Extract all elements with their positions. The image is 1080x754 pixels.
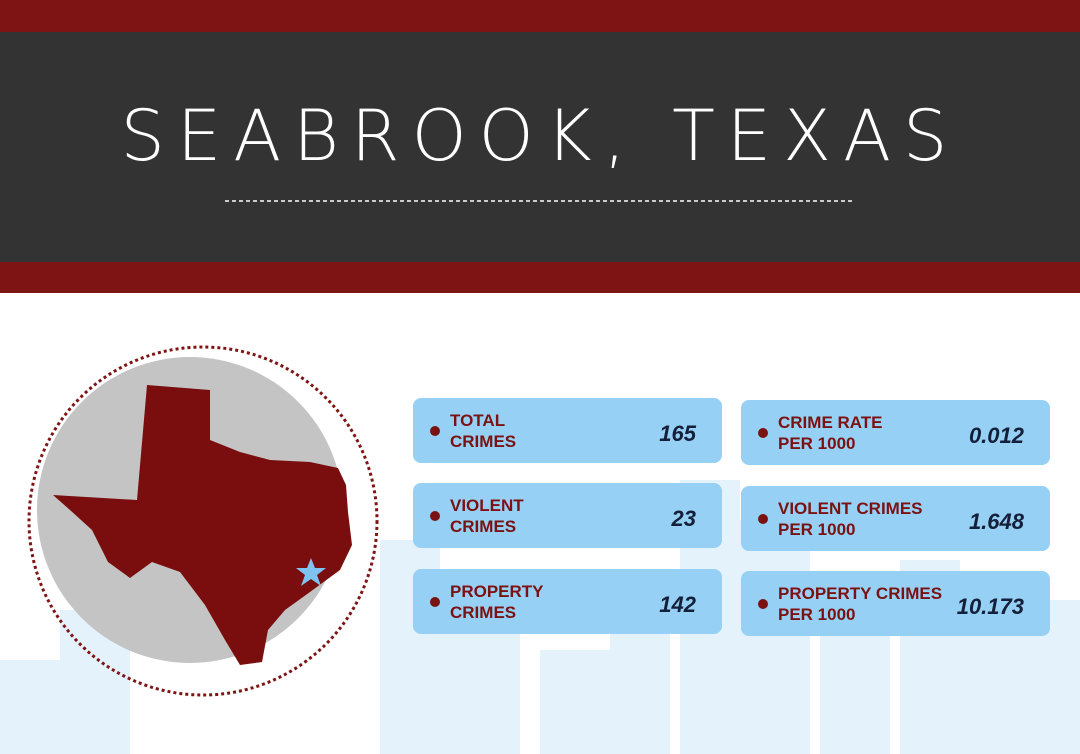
stat-label: VIOLENT CRIMES — [778, 499, 923, 518]
bottom-band — [0, 262, 1080, 293]
title: SEABROOK, TEXAS — [121, 95, 960, 177]
stat-label: PER 1000 — [778, 434, 856, 453]
bullet — [430, 426, 440, 436]
stat-label: PROPERTY CRIMES — [778, 584, 942, 603]
stat-label: PER 1000 — [778, 520, 856, 539]
bullet — [430, 597, 440, 607]
stat-cards: TOTAL CRIMES 165 VIOLENT CRIMES 23 PROPERTY CRI… — [413, 398, 1050, 636]
stat-value: 10.173 — [957, 594, 1024, 619]
stat-card — [741, 486, 1050, 551]
bullet — [758, 599, 768, 609]
stat-label: VIOLENT — [450, 496, 524, 515]
stat-label: CRIMES — [450, 432, 516, 451]
stat-label: PER 1000 — [778, 605, 856, 624]
stat-label: TOTAL — [450, 411, 505, 430]
stat-value: 23 — [671, 506, 696, 531]
stat-card — [413, 483, 722, 548]
bullet — [758, 514, 768, 524]
stat-value: 1.648 — [969, 509, 1025, 534]
dotted-ring — [27, 345, 379, 697]
stat-label: CRIME RATE — [778, 413, 883, 432]
city-star — [296, 558, 326, 586]
top-band — [0, 0, 1080, 32]
stat-label: CRIMES — [450, 603, 516, 622]
stat-value: 165 — [659, 421, 696, 446]
bullet — [758, 428, 768, 438]
stat-card — [413, 398, 722, 463]
texas-map — [53, 385, 352, 665]
stat-card — [741, 400, 1050, 465]
stat-label: CRIMES — [450, 517, 516, 536]
stat-label: PROPERTY — [450, 582, 544, 601]
header-band — [0, 32, 1080, 262]
stat-card — [413, 569, 722, 634]
stat-value: 0.012 — [969, 423, 1025, 448]
bullet — [430, 511, 440, 521]
stat-card — [741, 571, 1050, 636]
stat-value: 142 — [659, 592, 696, 617]
